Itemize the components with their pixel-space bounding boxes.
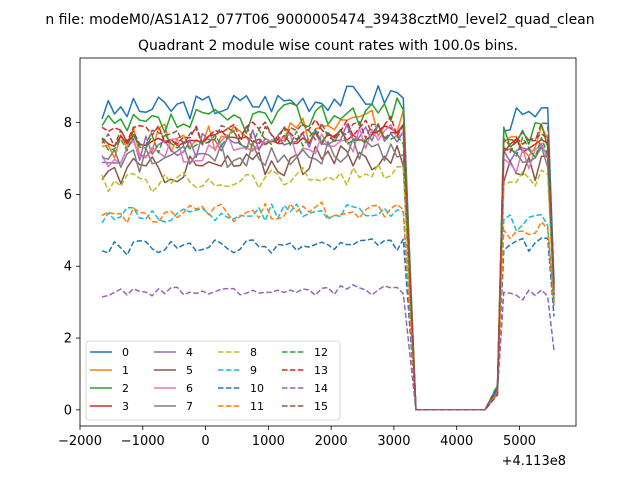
x-tick-label: 1000 — [252, 434, 285, 449]
y-tick-label: 2 — [64, 332, 72, 347]
legend-label-9: 9 — [250, 364, 257, 377]
legend-label-8: 8 — [250, 346, 257, 359]
chart-title: Quadrant 2 module wise count rates with … — [138, 38, 518, 54]
legend-label-3: 3 — [122, 400, 129, 413]
x-tick-label: −2000 — [58, 434, 102, 449]
legend-label-1: 1 — [122, 364, 129, 377]
series-line-14 — [101, 284, 555, 411]
legend-box — [85, 340, 341, 421]
plot-frame — [79, 57, 577, 427]
legend-label-11: 11 — [250, 400, 264, 413]
y-tick-label: 0 — [64, 403, 72, 418]
legend-label-12: 12 — [314, 346, 328, 359]
x-tick-label: −1000 — [121, 434, 165, 449]
y-tick-label: 4 — [64, 260, 72, 275]
legend-label-14: 14 — [314, 382, 328, 395]
legend-label-7: 7 — [186, 400, 193, 413]
y-tick-label: 8 — [64, 116, 72, 131]
legend-label-10: 10 — [250, 382, 264, 395]
x-tick-label: 4000 — [440, 434, 473, 449]
x-tick-label: 5000 — [503, 434, 536, 449]
legend-label-2: 2 — [122, 382, 129, 395]
series-line-11 — [101, 201, 555, 411]
legend-label-15: 15 — [314, 400, 328, 413]
x-axis: −2000 −1000 0 1000 2000 3000 4000 5000 — [58, 426, 536, 449]
legend-label-13: 13 — [314, 364, 328, 377]
legend-label-4: 4 — [186, 346, 193, 359]
x-tick-label: 3000 — [377, 434, 410, 449]
legend-label-5: 5 — [186, 364, 193, 377]
series-layer — [101, 85, 555, 411]
suptitle: n file: modeM0/AS1A12_077T06_9000005474_… — [45, 12, 594, 28]
legend-label-6: 6 — [186, 382, 193, 395]
y-axis: 0 2 4 6 8 — [64, 116, 80, 418]
legend-label-0: 0 — [122, 346, 129, 359]
x-tick-label: 2000 — [315, 434, 348, 449]
x-offset-label: +4.113e8 — [502, 454, 566, 469]
x-tick-label: 0 — [201, 434, 209, 449]
y-tick-label: 6 — [64, 188, 72, 203]
